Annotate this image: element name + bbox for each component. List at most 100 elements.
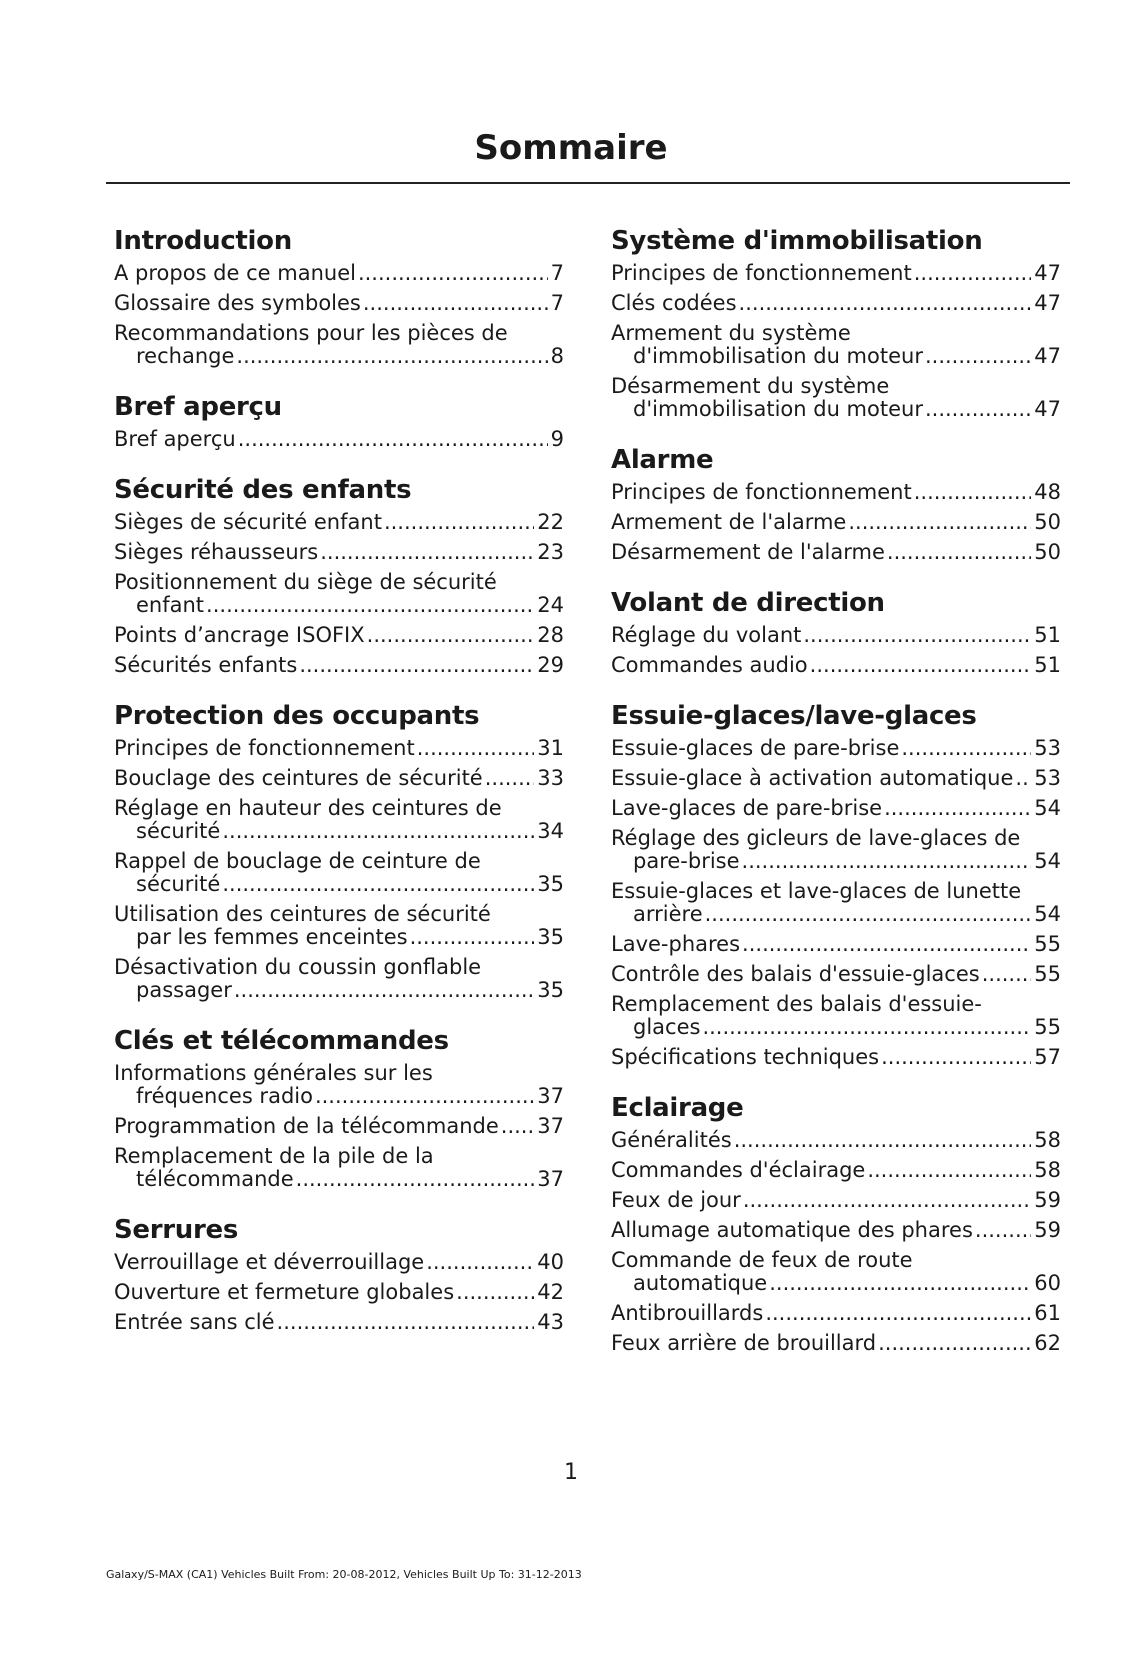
entry-title: Glossaire des symboles	[114, 292, 361, 315]
entry-title: Remplacement de la pile de la télécomman…	[114, 1145, 434, 1191]
entry-page: 53	[1031, 737, 1061, 760]
toc-entry[interactable]: Programmation de la télécommande 37	[114, 1115, 564, 1138]
toc-entry[interactable]: Commandes d'éclairage 58	[611, 1159, 1061, 1182]
entry-title: Sièges de sécurité enfant	[114, 511, 382, 534]
entry-page: 48	[1031, 481, 1061, 504]
toc-entry[interactable]: Remplacement de la pile de la télécomman…	[114, 1145, 564, 1191]
toc-entry[interactable]: Essuie-glace à activation automatique 53	[611, 767, 1061, 790]
toc-entry[interactable]: Feux arrière de brouillard 62	[611, 1332, 1061, 1355]
toc-section: Essuie-glaces/lave-glaces Essuie-glaces d…	[611, 701, 1061, 1069]
toc-entry[interactable]: Désactivation du coussin gonflable passa…	[114, 956, 564, 1002]
toc-entry[interactable]: Désarmement de l'alarme 50	[611, 541, 1061, 564]
entry-title: Généralités	[611, 1129, 732, 1152]
entry-title: Armement de l'alarme	[611, 511, 846, 534]
toc-entry[interactable]: Glossaire des symboles 7	[114, 292, 564, 315]
toc-entry[interactable]: Points d’ancrage ISOFIX 28	[114, 624, 564, 647]
entry-page: 37	[534, 1168, 564, 1191]
toc-entry[interactable]: Clés codées 47	[611, 292, 1061, 315]
entry-title: Commandes audio	[611, 654, 808, 677]
toc-entry[interactable]: A propos de ce manuel 7	[114, 262, 564, 285]
entry-title: Réglage des gicleurs de lave-glaces de p…	[611, 827, 1020, 873]
toc-entry[interactable]: Allumage automatique des phares 59	[611, 1219, 1061, 1242]
toc-entry[interactable]: Désarmement du système d'immobilisation …	[611, 375, 1061, 421]
entry-page: 35	[534, 926, 564, 949]
entry-page: 55	[1031, 1016, 1061, 1039]
entry-page: 57	[1031, 1046, 1061, 1069]
toc-entry[interactable]: Remplacement des balais d'essuie-glaces 5…	[611, 993, 1061, 1039]
toc-section: Protection des occupants Principes de fon…	[114, 701, 564, 1002]
entry-title: Recommandations pour les pièces de recha…	[114, 322, 508, 368]
entry-title: Ouverture et fermeture globales	[114, 1281, 454, 1304]
entry-page: 40	[534, 1251, 564, 1274]
entry-title: Désarmement de l'alarme	[611, 541, 885, 564]
entry-title: Utilisation des ceintures de sécurité pa…	[114, 903, 491, 949]
toc-entry[interactable]: Armement de l'alarme 50	[611, 511, 1061, 534]
toc-entry[interactable]: Positionnement du siège de sécurité enfa…	[114, 571, 564, 617]
toc-entry[interactable]: Commande de feux de route automatique 60	[611, 1249, 1061, 1295]
toc-entry[interactable]: Bref aperçu 9	[114, 428, 564, 451]
toc-entry[interactable]: Recommandations pour les pièces de recha…	[114, 322, 564, 368]
toc-entry[interactable]: Essuie-glaces de pare-brise 53	[611, 737, 1061, 760]
entry-title: Clés codées	[611, 292, 737, 315]
entry-page: 35	[534, 873, 564, 896]
toc-entry[interactable]: Essuie-glaces et lave-glaces de lunette …	[611, 880, 1061, 926]
entry-page: 54	[1031, 850, 1061, 873]
entry-page: 58	[1031, 1129, 1061, 1152]
section-heading: Essuie-glaces/lave-glaces	[611, 701, 977, 731]
toc-entry[interactable]: Commandes audio 51	[611, 654, 1061, 677]
toc-entry[interactable]: Bouclage des ceintures de sécurité 33	[114, 767, 564, 790]
toc-entry[interactable]: Feux de jour 59	[611, 1189, 1061, 1212]
toc-section: Serrures Verrouillage et déverrouillage 40…	[114, 1215, 564, 1334]
entry-title: Commandes d'éclairage	[611, 1159, 865, 1182]
entry-page: 42	[534, 1281, 564, 1304]
toc-entry[interactable]: Entrée sans clé 43	[114, 1311, 564, 1334]
toc-entry[interactable]: Rappel de bouclage de ceinture de sécuri…	[114, 850, 564, 896]
entry-title: A propos de ce manuel	[114, 262, 356, 285]
entry-title: Essuie-glaces de pare-brise	[611, 737, 899, 760]
entry-title: Informations générales sur les fréquence…	[114, 1062, 433, 1108]
toc-entry[interactable]: Principes de fonctionnement 48	[611, 481, 1061, 504]
toc-entry[interactable]: Lave-phares 55	[611, 933, 1061, 956]
toc-entry[interactable]: Principes de fonctionnement 31	[114, 737, 564, 760]
toc-entry[interactable]: Antibrouillards 61	[611, 1302, 1061, 1325]
toc-entry[interactable]: Sièges réhausseurs 23	[114, 541, 564, 564]
toc-entry[interactable]: Généralités 58	[611, 1129, 1061, 1152]
entry-page: 31	[534, 737, 564, 760]
toc-entry[interactable]: Armement du système d'immobilisation du …	[611, 322, 1061, 368]
entry-title: Antibrouillards	[611, 1302, 763, 1325]
toc-entry[interactable]: Principes de fonctionnement 47	[611, 262, 1061, 285]
toc-entry[interactable]: Informations générales sur les fréquence…	[114, 1062, 564, 1108]
entry-page: 61	[1031, 1302, 1061, 1325]
entry-page: 34	[534, 820, 564, 843]
toc-entry[interactable]: Sièges de sécurité enfant 22	[114, 511, 564, 534]
toc-entry[interactable]: Spécifications techniques 57	[611, 1046, 1061, 1069]
toc-entry[interactable]: Réglage en hauteur des ceintures de sécu…	[114, 797, 564, 843]
toc-entry[interactable]: Verrouillage et déverrouillage 40	[114, 1251, 564, 1274]
entry-title: Réglage du volant	[611, 624, 801, 647]
toc-entry[interactable]: Lave-glaces de pare-brise 54	[611, 797, 1061, 820]
entry-page: 50	[1031, 541, 1061, 564]
entry-page: 51	[1031, 624, 1061, 647]
entry-page: 35	[534, 979, 564, 1002]
entry-page: 55	[1031, 963, 1061, 986]
title-rule	[106, 182, 1070, 184]
toc-entry[interactable]: Utilisation des ceintures de sécurité pa…	[114, 903, 564, 949]
page-number: 1	[564, 1460, 578, 1485]
toc-entry[interactable]: Contrôle des balais d'essuie-glaces 55	[611, 963, 1061, 986]
entry-title: Lave-glaces de pare-brise	[611, 797, 882, 820]
section-heading: Protection des occupants	[114, 701, 480, 731]
entry-title: Principes de fonctionnement	[114, 737, 415, 760]
section-heading: Eclairage	[611, 1093, 744, 1123]
entry-title: Entrée sans clé	[114, 1311, 275, 1334]
entry-title: Contrôle des balais d'essuie-glaces	[611, 963, 980, 986]
toc-entry[interactable]: Sécurités enfants 29	[114, 654, 564, 677]
entry-title: Remplacement des balais d'essuie-glaces	[611, 993, 982, 1039]
toc-entry[interactable]: Réglage du volant 51	[611, 624, 1061, 647]
toc-entry[interactable]: Réglage des gicleurs de lave-glaces de p…	[611, 827, 1061, 873]
entry-page: 33	[534, 767, 564, 790]
entry-title: Principes de fonctionnement	[611, 262, 912, 285]
toc-entry[interactable]: Ouverture et fermeture globales 42	[114, 1281, 564, 1304]
